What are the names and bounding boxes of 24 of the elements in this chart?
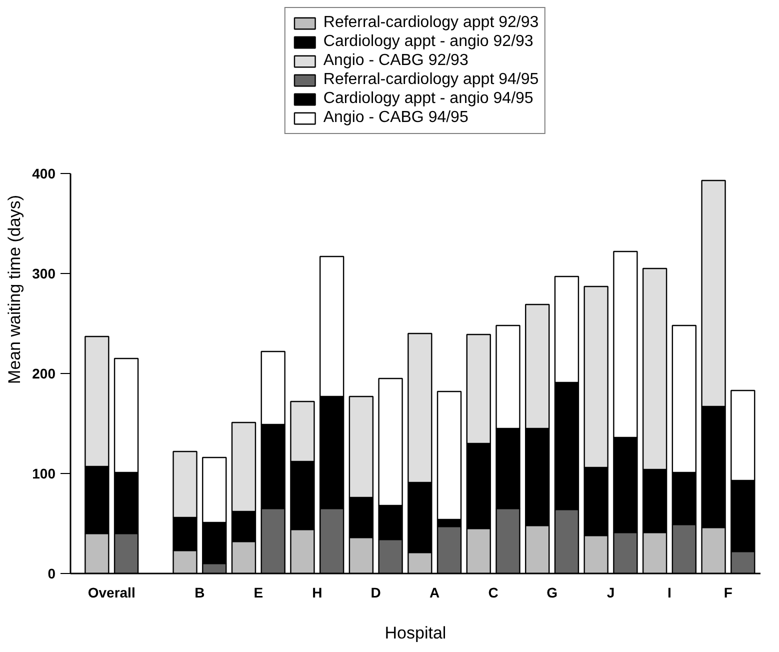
legend-label: Referral-cardiology appt 92/93 — [323, 14, 539, 32]
legend-label: Cardiology appt - angio 94/95 — [323, 90, 534, 108]
y-axis-title: Mean waiting time (days) — [5, 195, 24, 384]
legend-label: Angio - CABG 94/95 — [323, 109, 468, 127]
y-tick-label: 100 — [32, 466, 56, 482]
legend-label: Cardiology appt - angio 92/93 — [323, 33, 534, 51]
x-tick-label: B — [194, 584, 205, 600]
y-tick-label: 200 — [32, 366, 56, 382]
x-tick-label: G — [546, 584, 558, 600]
y-tick-label: 0 — [48, 566, 56, 582]
x-axis-title: Hospital — [384, 624, 446, 642]
legend-label: Referral-cardiology appt 94/95 — [323, 71, 539, 89]
x-tick-label: Overall — [88, 584, 136, 600]
x-tick-label: H — [312, 584, 322, 600]
x-tick-label: A — [430, 584, 440, 600]
legend-label: Angio - CABG 92/93 — [323, 52, 468, 70]
y-tick-label: 300 — [32, 266, 56, 282]
y-tick-label: 400 — [32, 166, 56, 182]
x-tick-label: D — [370, 584, 381, 600]
x-tick-label: E — [254, 584, 264, 600]
x-tick-label: J — [606, 584, 615, 600]
x-tick-label: F — [724, 584, 733, 600]
x-tick-label: I — [668, 584, 672, 600]
x-tick-label: C — [488, 584, 498, 600]
